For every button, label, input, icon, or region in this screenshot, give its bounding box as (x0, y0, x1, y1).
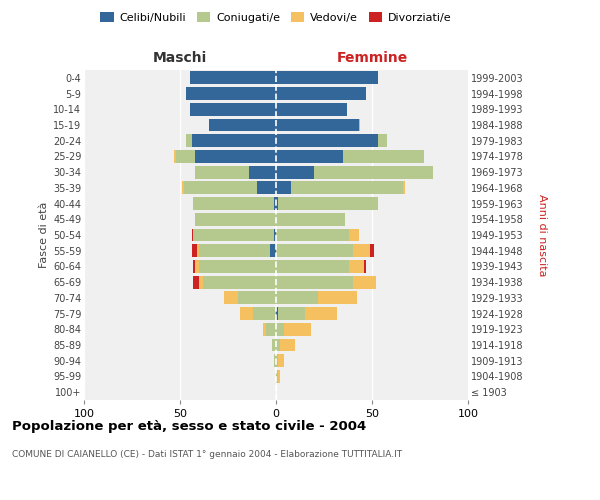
Bar (276, 182, 292, 194)
Bar (199, 260, 276, 273)
Bar (266, 323, 276, 336)
Bar (276, 370, 278, 383)
Bar (364, 260, 366, 273)
Bar (378, 134, 388, 147)
Bar (276, 166, 314, 178)
Bar (276, 228, 349, 241)
Bar (305, 307, 337, 320)
Bar (276, 338, 280, 351)
Bar (276, 244, 353, 257)
Bar (276, 260, 349, 273)
Bar (182, 182, 184, 194)
Bar (403, 182, 404, 194)
Bar (239, 307, 253, 320)
Bar (274, 197, 276, 210)
Bar (272, 338, 276, 351)
Bar (276, 197, 278, 210)
Bar (199, 244, 270, 257)
Bar (257, 182, 276, 194)
Text: Femmine: Femmine (337, 51, 407, 65)
Bar (276, 134, 378, 147)
Bar (263, 323, 266, 336)
Bar (191, 244, 197, 257)
Bar (276, 213, 345, 226)
Bar (203, 276, 276, 288)
Bar (196, 166, 249, 178)
Text: COMUNE DI CAIANELLO (CE) - Dati ISTAT 1° gennaio 2004 - Elaborazione TUTTITALIA.: COMUNE DI CAIANELLO (CE) - Dati ISTAT 1°… (12, 450, 402, 459)
Bar (276, 292, 318, 304)
Bar (196, 260, 199, 273)
Bar (174, 150, 176, 163)
Legend: Celibi/Nubili, Coniugati/e, Vedovi/e, Divorziati/e: Celibi/Nubili, Coniugati/e, Vedovi/e, Di… (96, 8, 456, 28)
Bar (276, 87, 366, 100)
Bar (193, 276, 199, 288)
Bar (274, 354, 276, 367)
Bar (193, 260, 196, 273)
Bar (349, 260, 364, 273)
Bar (191, 134, 276, 147)
Bar (318, 292, 356, 304)
Bar (276, 103, 347, 116)
Bar (278, 370, 280, 383)
Bar (196, 213, 276, 226)
Bar (199, 276, 203, 288)
Bar (278, 307, 305, 320)
Bar (314, 166, 433, 178)
Bar (270, 244, 276, 257)
Bar (370, 244, 374, 257)
Bar (274, 228, 276, 241)
Y-axis label: Fasce di età: Fasce di età (38, 202, 49, 268)
Bar (209, 118, 276, 132)
Bar (197, 244, 199, 257)
Bar (176, 150, 196, 163)
Bar (276, 72, 378, 85)
Bar (359, 118, 361, 132)
Bar (193, 197, 274, 210)
Bar (276, 307, 278, 320)
Bar (349, 228, 359, 241)
Bar (276, 150, 343, 163)
Bar (190, 103, 276, 116)
Bar (278, 354, 284, 367)
Bar (280, 338, 295, 351)
Bar (353, 276, 376, 288)
Bar (284, 323, 311, 336)
Bar (276, 276, 353, 288)
Bar (249, 166, 276, 178)
Bar (353, 244, 370, 257)
Bar (278, 197, 378, 210)
Text: Popolazione per età, sesso e stato civile - 2004: Popolazione per età, sesso e stato civil… (12, 420, 366, 433)
Bar (276, 118, 359, 132)
Bar (184, 182, 257, 194)
Bar (186, 87, 276, 100)
Bar (190, 72, 276, 85)
Bar (196, 150, 276, 163)
Y-axis label: Anni di nascita: Anni di nascita (538, 194, 547, 276)
Bar (193, 228, 274, 241)
Text: Maschi: Maschi (153, 51, 207, 65)
Bar (276, 354, 278, 367)
Bar (343, 150, 424, 163)
Bar (276, 323, 284, 336)
Bar (191, 228, 193, 241)
Bar (238, 292, 276, 304)
Bar (253, 307, 276, 320)
Bar (186, 134, 191, 147)
Bar (292, 182, 403, 194)
Bar (224, 292, 238, 304)
